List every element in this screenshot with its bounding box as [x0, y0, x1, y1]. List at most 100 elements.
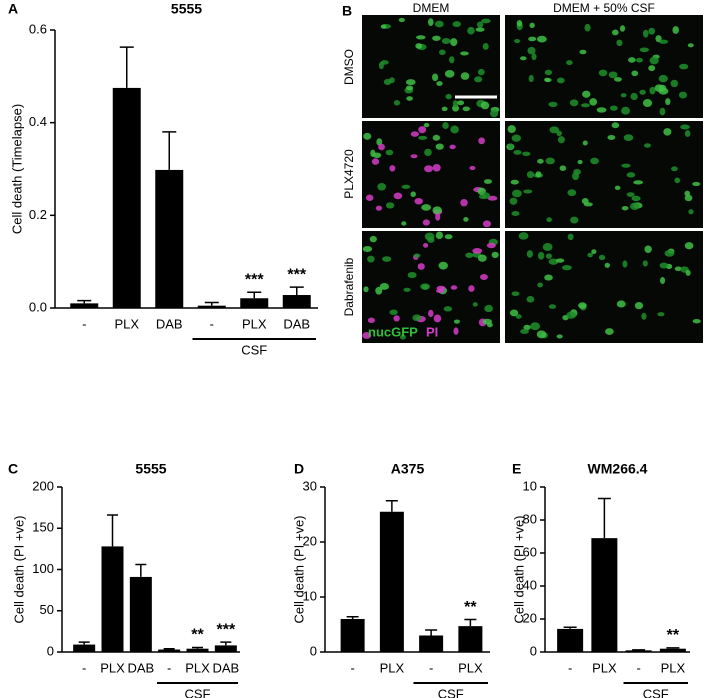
nucleus	[559, 165, 567, 171]
x-tick-label: PLX	[380, 660, 405, 675]
nucleus	[375, 286, 383, 295]
nucleus	[383, 78, 392, 86]
y-tick-label: 10	[303, 588, 317, 603]
error-bar	[163, 647, 175, 650]
nucleus	[631, 195, 641, 202]
nucleus	[436, 81, 443, 86]
x-tick-label: PLX	[114, 316, 139, 331]
nucleus	[692, 181, 701, 187]
error-bar	[107, 514, 118, 547]
nucleus	[657, 312, 665, 317]
nucleus	[418, 126, 427, 134]
error-bar	[289, 286, 304, 296]
bar	[419, 635, 444, 652]
nucleus	[556, 334, 563, 339]
nucleus	[582, 90, 591, 98]
nucleus	[417, 263, 425, 270]
nucleus	[474, 76, 483, 83]
nucleus	[642, 99, 653, 108]
nucleus	[422, 243, 429, 248]
nucleus	[441, 38, 451, 44]
nucleus	[555, 258, 565, 263]
x-tick-label: PLX	[592, 660, 617, 675]
nucleus	[511, 189, 522, 198]
nucleus	[484, 304, 493, 313]
nucleus	[639, 89, 646, 95]
nucleus	[621, 163, 631, 168]
x-tick-label: -	[82, 660, 86, 675]
error-bar	[119, 46, 134, 88]
nucleus	[476, 21, 484, 28]
error-bar	[77, 299, 92, 304]
nucleus	[684, 130, 691, 138]
y-tick-label: 20	[303, 533, 317, 548]
nucleus	[548, 101, 558, 108]
significance: ***	[245, 271, 264, 288]
nucleus	[509, 197, 518, 205]
nucleus	[545, 157, 555, 165]
micrographs	[362, 15, 703, 343]
nucleus	[548, 258, 559, 265]
nucleus	[545, 253, 552, 259]
nucleus	[424, 148, 432, 157]
y-tick-label: 100	[32, 561, 54, 576]
nucleus	[507, 125, 516, 133]
nucleus	[526, 250, 533, 258]
nucleus	[427, 237, 435, 243]
nucleus	[486, 322, 493, 328]
nucleus	[634, 301, 644, 310]
nucleus	[444, 70, 455, 78]
error-bar	[220, 641, 232, 646]
nucleus	[432, 73, 439, 82]
nucleus	[401, 221, 407, 226]
nucleus	[630, 92, 638, 101]
significance: ***	[216, 621, 235, 638]
nucleus	[460, 198, 468, 207]
nucleus	[561, 265, 572, 271]
nucleus	[511, 291, 520, 297]
nucleus	[577, 159, 583, 165]
nucleus	[410, 131, 419, 137]
nucleus	[477, 254, 487, 262]
nucleus	[569, 99, 579, 107]
nucleus	[511, 211, 520, 217]
nucleus	[626, 192, 635, 197]
nucleus	[665, 98, 671, 106]
y-axis-label: Cell death (PI +ve)	[511, 515, 526, 623]
nucleus	[604, 262, 611, 268]
nucleus	[477, 68, 485, 76]
bar	[625, 650, 652, 652]
group-label: CSF	[241, 342, 267, 357]
x-tick-label: DAB	[283, 316, 310, 331]
nucleus	[465, 252, 474, 258]
nucleus	[475, 27, 485, 32]
nucleus	[416, 35, 426, 40]
nucleus	[363, 286, 369, 293]
nucleus	[482, 220, 491, 228]
error-bar	[78, 641, 90, 645]
bar	[214, 645, 237, 652]
nucleus	[467, 26, 475, 35]
nucleus	[463, 217, 469, 222]
panel-label: C	[8, 461, 18, 477]
nucleus	[548, 304, 557, 309]
y-tick-label: 80	[523, 511, 537, 526]
nucleus	[414, 197, 423, 205]
nucleus	[435, 212, 441, 221]
x-tick-label: -	[636, 660, 640, 675]
nucleus	[435, 288, 445, 294]
nucleus	[486, 242, 496, 249]
nucleus	[518, 232, 529, 240]
nucleus	[649, 86, 656, 95]
error-bar	[425, 629, 438, 636]
nucleus	[528, 74, 534, 83]
nucleus	[578, 302, 587, 309]
nucleus	[401, 184, 411, 189]
nucleus	[621, 106, 630, 115]
x-tick-label: -	[82, 316, 86, 331]
nucleus	[378, 61, 384, 70]
panel-label: A	[8, 1, 18, 17]
nucleus	[482, 43, 489, 50]
nucleus	[457, 100, 465, 106]
